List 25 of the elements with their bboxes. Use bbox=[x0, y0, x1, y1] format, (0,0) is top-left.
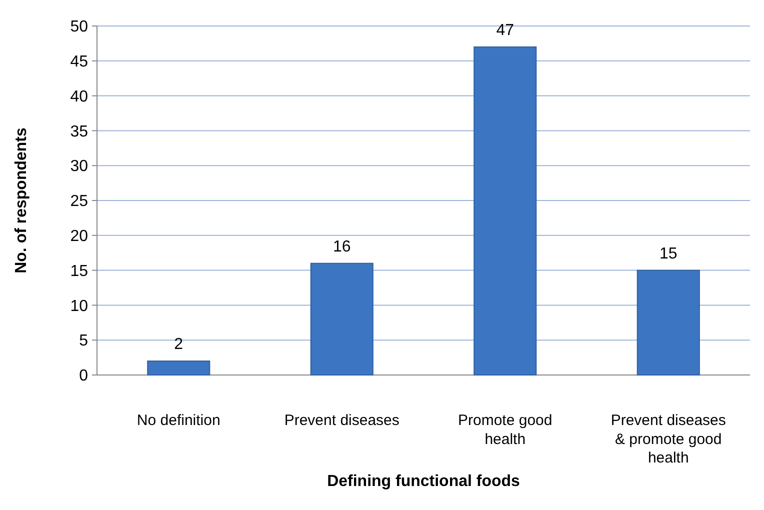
data-label: 2 bbox=[174, 336, 184, 354]
y-tick-label: 40 bbox=[70, 88, 88, 106]
y-tick-label: 20 bbox=[70, 228, 88, 245]
y-tick-label: 5 bbox=[79, 332, 88, 350]
y-tick-label: 10 bbox=[70, 298, 88, 315]
y-axis-title: No. of respondents bbox=[13, 128, 30, 274]
y-tick-label: 35 bbox=[70, 123, 88, 140]
y-tick-label: 30 bbox=[70, 158, 88, 176]
y-tick-label: 50 bbox=[70, 18, 88, 36]
bar bbox=[147, 360, 210, 376]
x-tick-label: No definition bbox=[136, 412, 220, 429]
y-tick-label: 25 bbox=[70, 193, 88, 210]
bar bbox=[310, 262, 374, 376]
data-label: 15 bbox=[659, 245, 678, 262]
data-label: 16 bbox=[332, 238, 351, 256]
x-tick-label: Promote good health bbox=[458, 412, 552, 448]
y-tick-label: 45 bbox=[70, 54, 88, 70]
x-tick-label: Prevent diseases bbox=[284, 412, 400, 429]
x-tick-label: Prevent diseases & promote good health bbox=[610, 412, 726, 466]
bar bbox=[474, 46, 537, 376]
data-label: 47 bbox=[496, 22, 514, 39]
y-tick-label: 0 bbox=[79, 368, 88, 385]
y-tick-label: 15 bbox=[70, 262, 88, 280]
x-axis-title: Defining functional foods bbox=[327, 473, 520, 490]
bar bbox=[636, 270, 700, 376]
